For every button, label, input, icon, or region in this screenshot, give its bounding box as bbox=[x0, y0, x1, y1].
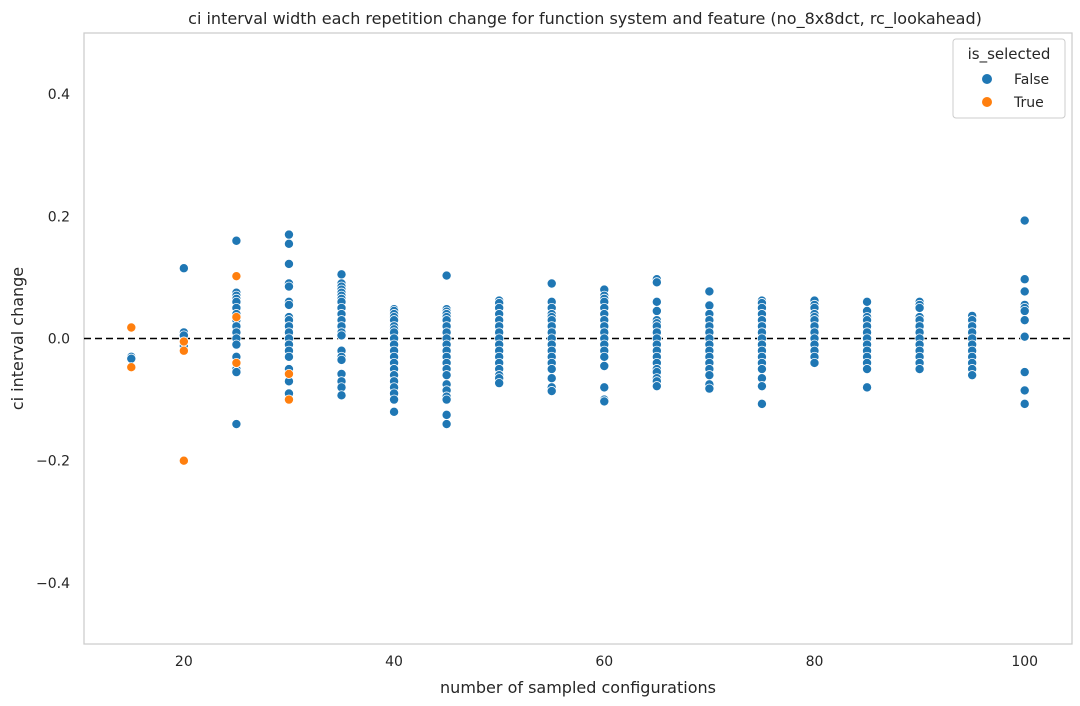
scatter-point-true bbox=[231, 357, 242, 368]
x-axis-title: number of sampled configurations bbox=[440, 678, 716, 697]
scatter-point-false bbox=[1019, 274, 1030, 285]
scatter-point-false bbox=[1019, 398, 1030, 409]
scatter-point-false bbox=[651, 381, 662, 392]
x-tick-label: 80 bbox=[806, 654, 824, 670]
scatter-point-false bbox=[862, 364, 873, 375]
scatter-point-false bbox=[546, 364, 557, 375]
scatter-point-false bbox=[231, 339, 242, 350]
scatter-point-true bbox=[178, 345, 189, 356]
y-tick-label: 0.4 bbox=[48, 87, 70, 103]
scatter-point-false bbox=[756, 381, 767, 392]
scatter-point-false bbox=[441, 419, 452, 430]
scatter-point-false bbox=[441, 409, 452, 420]
scatter-point-false bbox=[283, 229, 294, 240]
scatter-point-false bbox=[1019, 286, 1030, 297]
scatter-point-false bbox=[336, 269, 347, 280]
scatter-point-false bbox=[546, 373, 557, 384]
scatter-point-false bbox=[283, 299, 294, 310]
scatter-point-false bbox=[599, 382, 610, 393]
scatter-point-false bbox=[441, 270, 452, 281]
scatter-point-false bbox=[704, 286, 715, 297]
chart-title: ci interval width each repetition change… bbox=[188, 9, 982, 29]
scatter-point-false bbox=[1019, 367, 1030, 378]
scatter-point-false bbox=[1019, 215, 1030, 226]
scatter-point-false bbox=[336, 390, 347, 401]
scatter-point-true bbox=[126, 362, 137, 373]
scatter-point-false bbox=[1019, 306, 1030, 317]
y-tick-label: 0.2 bbox=[48, 209, 70, 225]
x-tick-label: 60 bbox=[595, 654, 613, 670]
scatter-point-false bbox=[1019, 315, 1030, 326]
scatter-point-false bbox=[809, 357, 820, 368]
x-axis-ticks: 20 40 60 80 100 bbox=[175, 654, 1038, 670]
scatter-point-false bbox=[651, 296, 662, 307]
plot-frame bbox=[83, 32, 1073, 645]
legend-title: is_selected bbox=[968, 45, 1051, 64]
x-tick-label: 100 bbox=[1011, 654, 1038, 670]
scatter-point-false bbox=[546, 278, 557, 289]
scatter-point-false bbox=[336, 354, 347, 365]
y-tick-label: −0.4 bbox=[36, 576, 70, 592]
scatter-point-false bbox=[599, 396, 610, 407]
plot-area bbox=[83, 32, 1073, 645]
scatter-point-false bbox=[178, 263, 189, 274]
scatter-point-false bbox=[599, 360, 610, 371]
y-tick-label: −0.2 bbox=[36, 454, 70, 470]
scatter-point-false bbox=[441, 370, 452, 381]
scatter-point-false bbox=[336, 330, 347, 341]
scatter-point-false bbox=[283, 351, 294, 362]
legend-box bbox=[952, 38, 1066, 119]
scatter-point-false bbox=[1019, 385, 1030, 396]
scatter-point-true bbox=[231, 271, 242, 282]
legend-marker-true bbox=[982, 97, 992, 107]
scatter-point-false bbox=[546, 386, 557, 397]
scatter-point-true bbox=[231, 312, 242, 323]
scatter-point-false bbox=[862, 296, 873, 307]
scatter-point-false bbox=[283, 238, 294, 249]
data-points bbox=[126, 215, 1030, 466]
scatter-point-false bbox=[651, 306, 662, 317]
legend: is_selected False True bbox=[952, 38, 1066, 119]
legend-marker-false bbox=[982, 74, 992, 84]
scatter-point-false bbox=[126, 353, 137, 364]
x-tick-label: 40 bbox=[385, 654, 403, 670]
scatter-point-true bbox=[283, 394, 294, 405]
scatter-point-false bbox=[914, 364, 925, 375]
x-tick-label: 20 bbox=[175, 654, 193, 670]
y-axis-title: ci interval change bbox=[8, 267, 27, 410]
scatter-point-false bbox=[231, 419, 242, 430]
scatter-point-false bbox=[756, 364, 767, 375]
scatter-point-false bbox=[441, 394, 452, 405]
scatter-point-false bbox=[704, 300, 715, 311]
y-tick-label: 0.0 bbox=[48, 332, 70, 348]
scatter-point-true bbox=[178, 336, 189, 347]
scatter-point-false bbox=[389, 394, 400, 405]
scatter-point-false bbox=[231, 367, 242, 378]
legend-label-true: True bbox=[1013, 95, 1044, 111]
scatter-point-true bbox=[126, 322, 137, 333]
scatter-point-false bbox=[389, 406, 400, 417]
legend-label-false: False bbox=[1014, 72, 1049, 88]
scatter-point-false bbox=[914, 302, 925, 313]
scatter-point-false bbox=[1019, 331, 1030, 342]
scatter-point-true bbox=[178, 455, 189, 466]
scatter-point-false bbox=[494, 378, 505, 389]
scatter-point-false bbox=[704, 383, 715, 394]
scatter-point-true bbox=[283, 368, 294, 379]
scatter-point-false bbox=[967, 370, 978, 381]
scatter-point-false bbox=[756, 398, 767, 409]
scatter-point-false bbox=[231, 235, 242, 246]
scatter-point-false bbox=[651, 277, 662, 288]
scatter-point-false bbox=[704, 370, 715, 381]
scatter-point-false bbox=[283, 258, 294, 269]
scatter-point-false bbox=[599, 351, 610, 362]
scatter-point-false bbox=[862, 382, 873, 393]
scatter-point-false bbox=[283, 281, 294, 292]
y-axis-ticks: −0.4 −0.2 0.0 0.2 0.4 bbox=[36, 87, 70, 592]
